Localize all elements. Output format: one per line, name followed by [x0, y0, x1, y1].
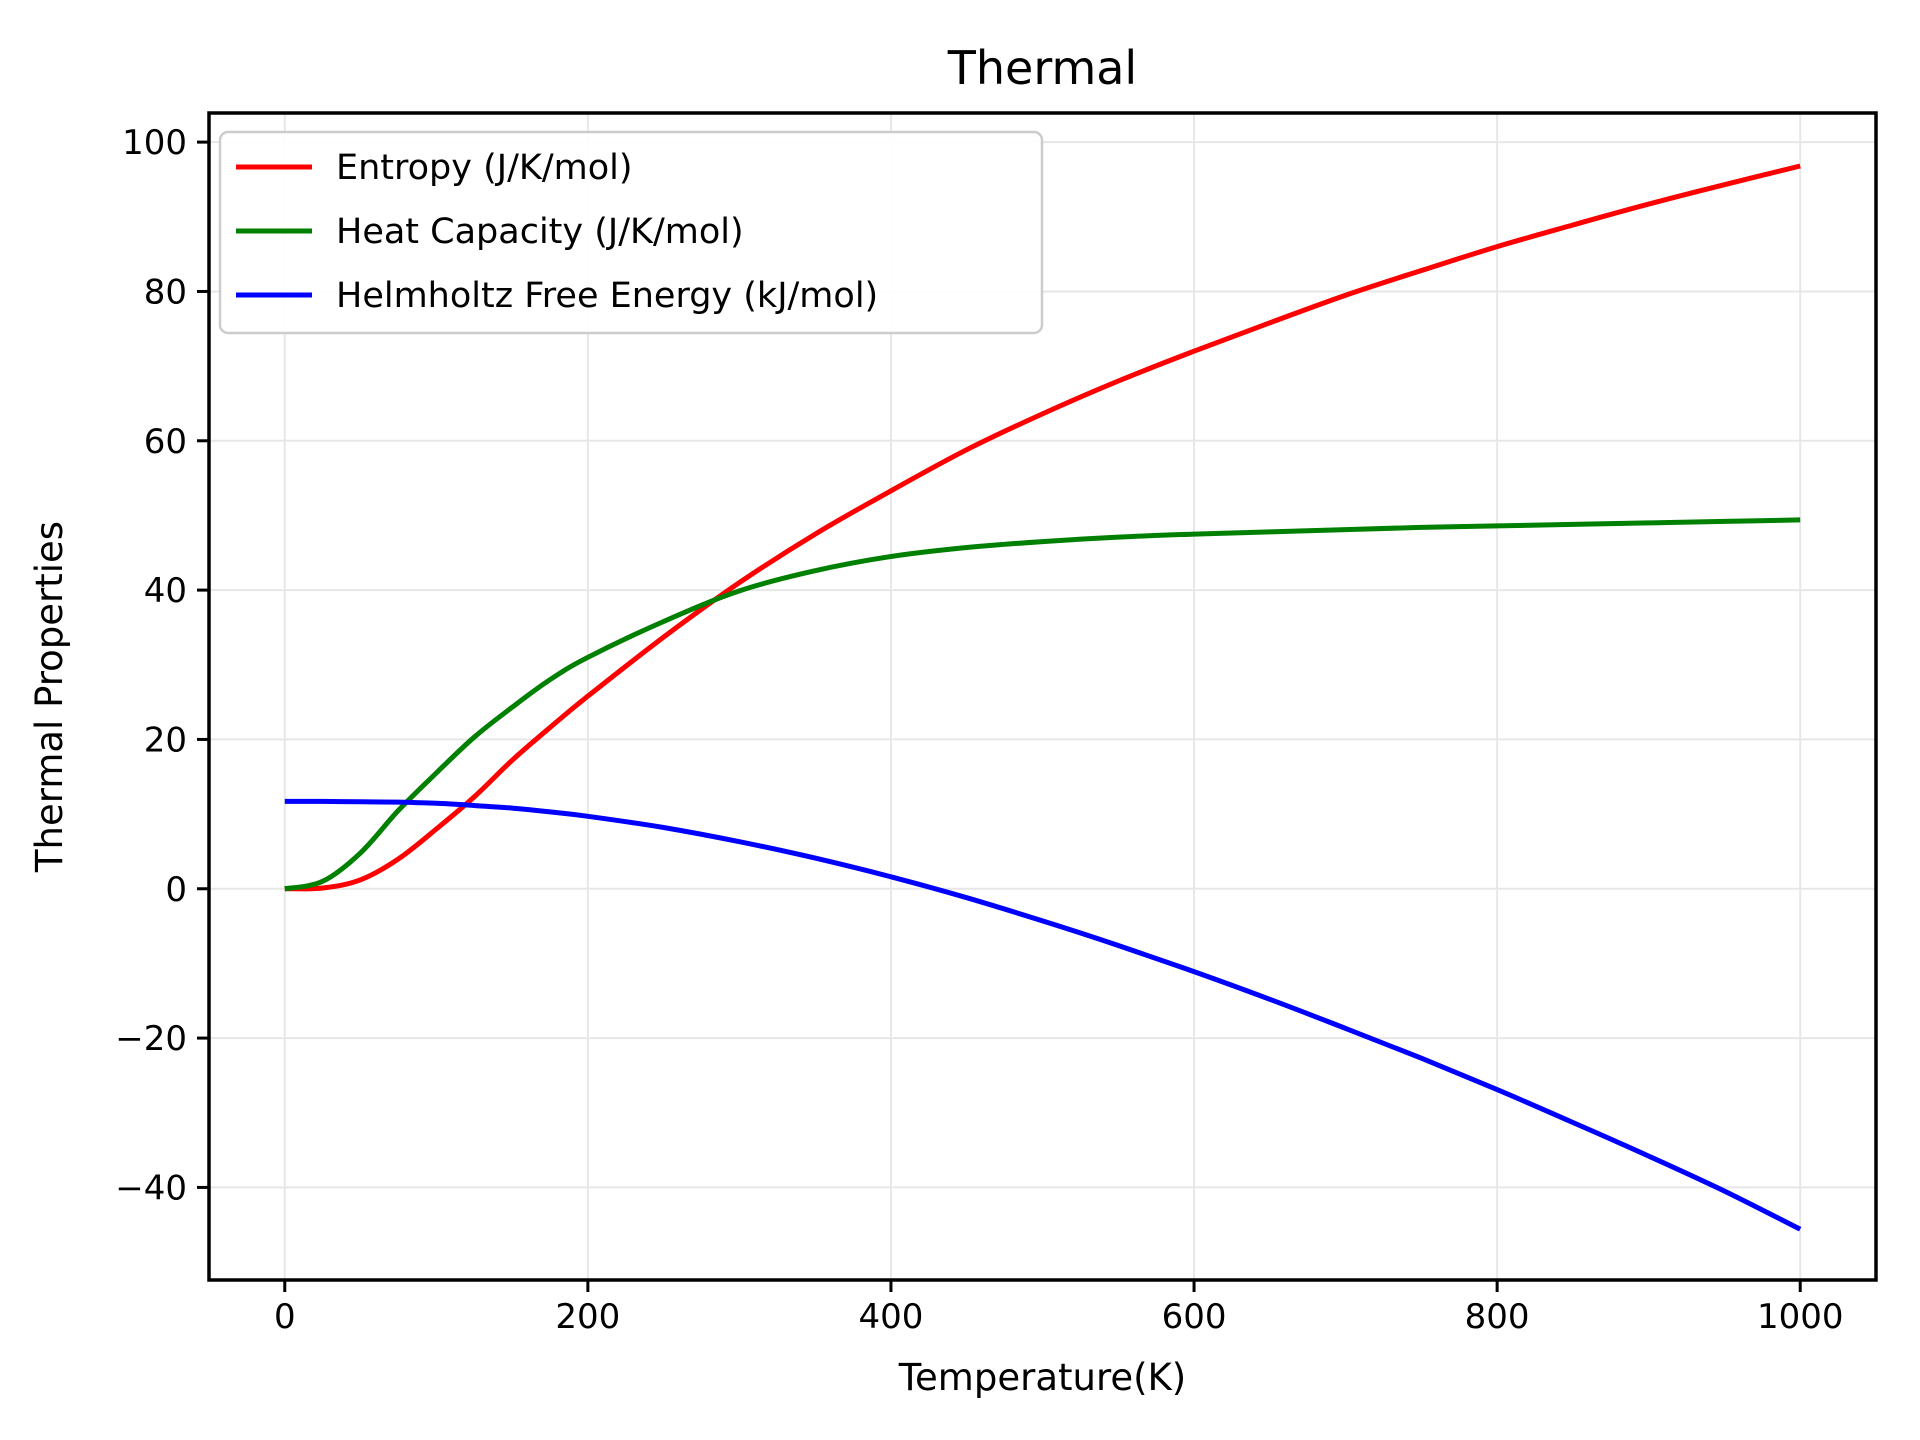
legend: Entropy (J/K/mol) Heat Capacity (J/K/mol)… — [218, 130, 1044, 335]
x-tick-label: 400 — [859, 1297, 924, 1337]
legend-label: Helmholtz Free Energy (kJ/mol) — [336, 276, 878, 316]
legend-label: Entropy (J/K/mol) — [336, 148, 633, 188]
x-tick-label: 600 — [1162, 1297, 1227, 1337]
legend-entry-heat-capacity: Heat Capacity (J/K/mol) — [236, 212, 744, 252]
legend-entry-helmholtz: Helmholtz Free Energy (kJ/mol) — [236, 276, 878, 316]
y-tick-label: 40 — [144, 571, 187, 611]
series — [284, 163, 1802, 1232]
x-tick-label: 800 — [1465, 1297, 1530, 1337]
x-tick-label: 0 — [274, 1297, 296, 1337]
x-tick-label: 200 — [555, 1297, 620, 1337]
chart-title: Thermal — [947, 41, 1137, 95]
entropy-line — [284, 163, 1801, 892]
helmholtz-free-energy-line — [284, 798, 1802, 1232]
legend-frame — [218, 130, 1044, 335]
x-axis-label: Temperature(K) — [898, 1356, 1187, 1399]
heat-capacity-line — [284, 517, 1801, 892]
y-tick-label: −20 — [115, 1019, 187, 1059]
plot-spines — [207, 111, 1878, 1282]
legend-label: Heat Capacity (J/K/mol) — [336, 212, 744, 252]
x-tick-label: 1000 — [1757, 1297, 1844, 1337]
y-tick-label: 0 — [165, 870, 187, 910]
y-tick-label: −40 — [115, 1168, 187, 1208]
ticks: 0 200 400 600 800 1000 −40 −20 0 20 40 60 80 100 — [115, 123, 1843, 1337]
y-tick-label: 100 — [122, 123, 187, 163]
y-axis-label: Thermal Properties — [28, 521, 71, 873]
legend-entry-entropy: Entropy (J/K/mol) — [236, 148, 633, 188]
y-tick-label: 80 — [144, 272, 187, 312]
y-tick-label: 60 — [144, 422, 187, 462]
y-tick-label: 20 — [144, 720, 187, 760]
